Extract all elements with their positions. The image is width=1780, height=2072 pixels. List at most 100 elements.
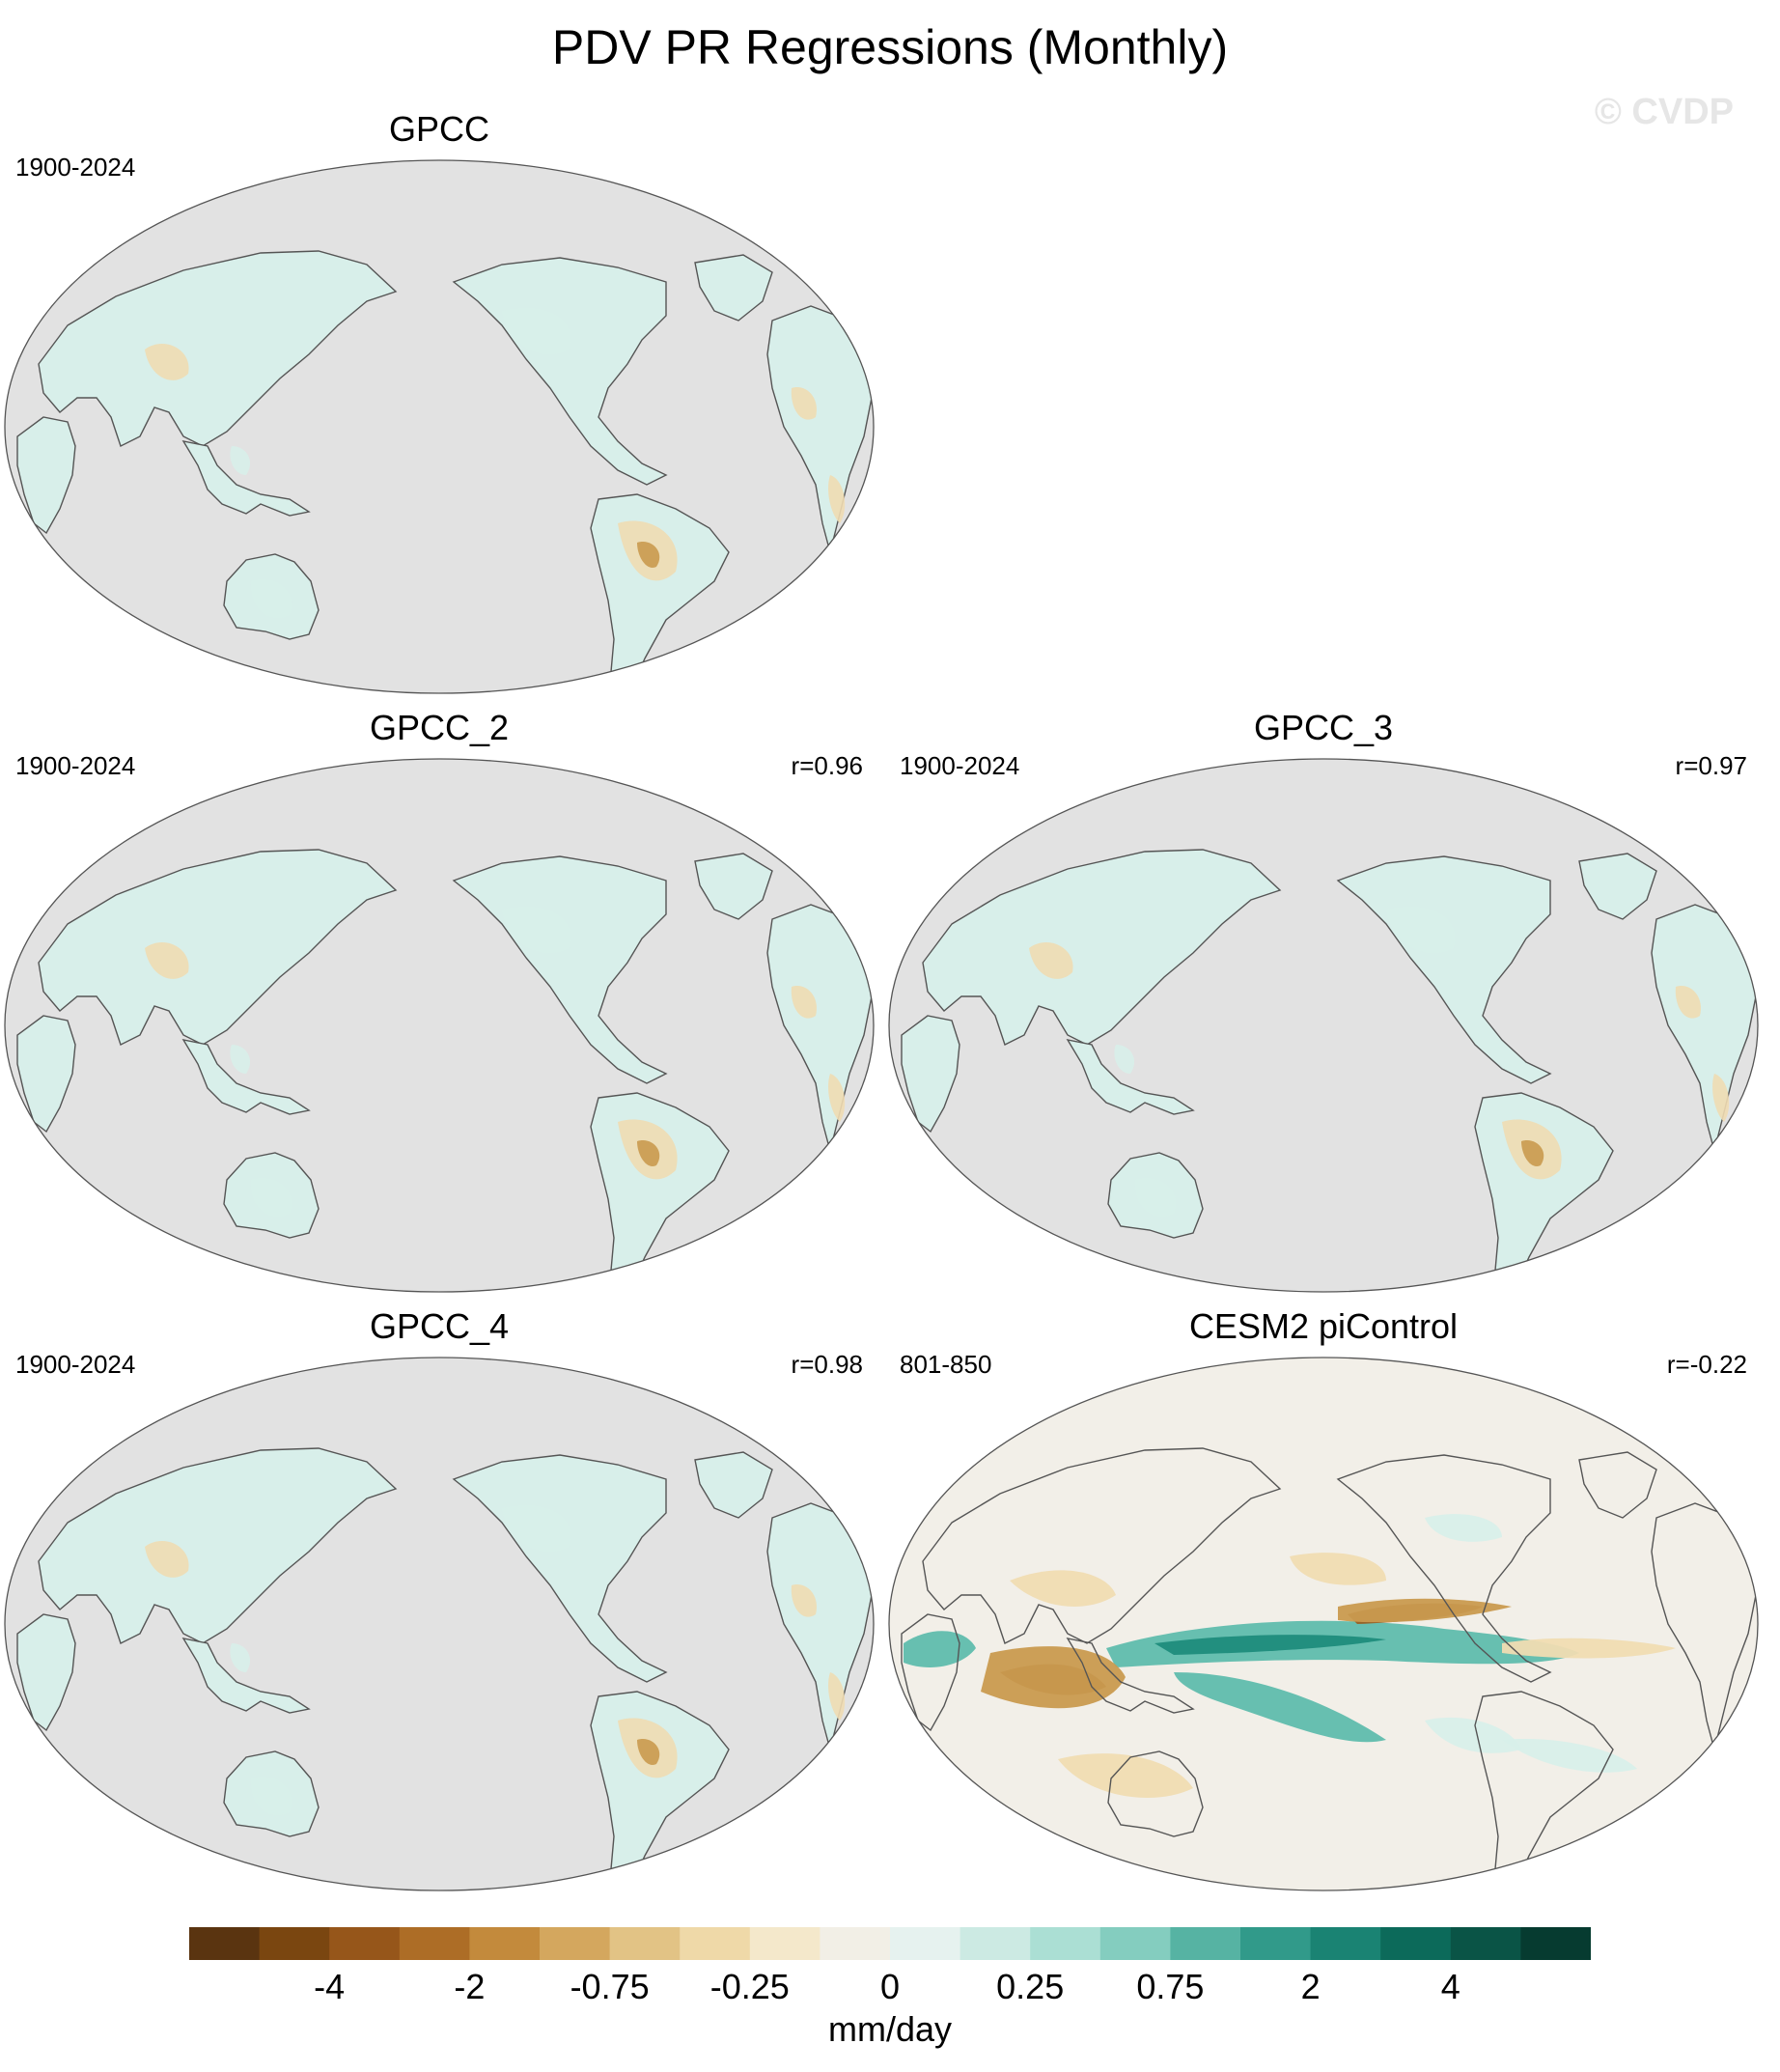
colorbar-swatch (540, 1927, 611, 1960)
anomaly-patch (502, 906, 571, 954)
colorbar-swatch (1240, 1927, 1312, 1960)
anomaly-patch (637, 542, 660, 568)
anomaly-patch (1675, 986, 1701, 1019)
anomaly-patch (250, 579, 292, 619)
world-map (888, 1357, 1759, 1891)
colorbar-swatch (609, 1927, 681, 1960)
anomaly-patch (1502, 1739, 1637, 1773)
colorbar-swatch (960, 1927, 1031, 1960)
colorbar-tick-label: 2 (1300, 1967, 1321, 2006)
period-label: 1900-2024 (15, 153, 136, 182)
colorbar-tick-label: 4 (1440, 1967, 1460, 2006)
colorbar-swatch (1030, 1927, 1101, 1960)
coastline-eurasia (922, 1447, 1282, 1644)
anomaly-patch (1425, 1514, 1502, 1542)
anomaly-patch (230, 1045, 251, 1074)
land-seasia (181, 440, 311, 517)
colorbar-swatch (820, 1927, 891, 1960)
colorbar-swatch (890, 1927, 961, 1960)
anomaly-patch (1174, 1672, 1386, 1743)
land-africa (901, 1015, 960, 1134)
colorbar-swatch (1520, 1927, 1591, 1960)
ocean-mask (5, 160, 874, 693)
land-seasia (181, 1039, 311, 1115)
world-map (4, 758, 875, 1293)
map-border (888, 758, 1759, 1293)
anomaly-patch (828, 475, 846, 523)
map-border (4, 159, 875, 694)
period-label: 801-850 (900, 1350, 992, 1379)
colorbar-swatch (1380, 1927, 1452, 1960)
land-greenland (1578, 853, 1657, 920)
colorbar (189, 1927, 1591, 1960)
colorbar-swatch (399, 1927, 470, 1960)
map-panel-gpcc-2: GPCC_2 1900-2024 r=0.96 (0, 707, 878, 1293)
colorbar-tick-label: -0.75 (570, 1967, 650, 2006)
coastline-northamerica (1336, 1454, 1552, 1683)
anomaly-patch (1029, 942, 1073, 979)
colorbar-tick-label: 0.75 (1136, 1967, 1205, 2006)
colorbar-swatch (749, 1927, 820, 1960)
anomaly-patch (145, 942, 189, 979)
period-label: 1900-2024 (900, 751, 1020, 780)
colorbar-units: mm/day (827, 2009, 953, 2049)
coastline-seasia (1066, 1638, 1195, 1714)
world-map (888, 758, 1759, 1293)
watermark: © CVDP (1594, 92, 1734, 132)
land-africa (16, 1015, 76, 1134)
anomaly-patch (502, 307, 571, 355)
colorbar-tick-labels: -4 -2 -0.75 -0.25 0 0.25 0.75 2 4 (189, 1966, 1591, 2012)
anomaly-patch (791, 986, 817, 1019)
land-greenland (694, 254, 773, 322)
colorbar-tick-label: -4 (314, 1967, 346, 2006)
colorbar-swatch (189, 1927, 261, 1960)
ocean-mask (5, 759, 874, 1292)
colorbar-swatch (680, 1927, 751, 1960)
land-seasia (1066, 1039, 1195, 1115)
colorbar-swatch (1099, 1927, 1171, 1960)
colorbar-swatch (1170, 1927, 1241, 1960)
anomaly-patch (1114, 1045, 1135, 1074)
anomaly-patch (145, 344, 189, 380)
map-border (888, 1357, 1759, 1891)
anomaly-patch (1425, 1717, 1521, 1753)
anomaly-patch (791, 387, 817, 420)
anomaly-patch (1058, 1753, 1193, 1798)
anomaly-patch (1338, 1598, 1512, 1623)
period-label: 1900-2024 (15, 1350, 136, 1379)
ocean-mask (889, 759, 1758, 1292)
world-map (4, 1357, 875, 1891)
map-border (4, 758, 875, 1293)
map-panel-cesm2-picontrol: CESM2 piControl 801-850 r=-0.22 (884, 1305, 1763, 1891)
anomaly-patch (250, 1178, 292, 1218)
coastline-southamerica (1474, 1691, 1614, 1890)
map-panel-gpcc: GPCC 1900-2024 (0, 108, 878, 694)
anomaly-patch (828, 1672, 846, 1721)
colorbar-tick-label: -0.25 (709, 1967, 790, 2006)
anomaly-patch (250, 1777, 292, 1816)
colorbar-tick-label: 0.25 (996, 1967, 1065, 2006)
anomaly-patch (1010, 1570, 1116, 1607)
anomaly-patch (1712, 1074, 1730, 1122)
anomaly-patch (637, 1140, 660, 1166)
anomaly-patch (1134, 1178, 1177, 1218)
map-panel-gpcc-4: GPCC_4 1900-2024 r=0.98 (0, 1305, 878, 1891)
panel-title: GPCC (388, 109, 489, 149)
anomaly-patch (1521, 1140, 1544, 1166)
anomaly-patch (637, 1739, 660, 1765)
colorbar-swatch (469, 1927, 541, 1960)
anomaly-patch (791, 1584, 817, 1617)
coastline-australia (1107, 1750, 1204, 1837)
land-greenland (694, 853, 773, 920)
land-greenland (694, 1451, 773, 1519)
panel-title: GPCC_2 (369, 708, 510, 747)
anomaly-patch (981, 1646, 1126, 1709)
anomaly-patch (828, 1074, 846, 1122)
colorbar-swatch (1310, 1927, 1381, 1960)
colorbar-swatch (1450, 1927, 1521, 1960)
land-seasia (181, 1638, 311, 1714)
anomaly-patch (230, 1643, 251, 1672)
world-map (4, 159, 875, 694)
colorbar-swatch (329, 1927, 401, 1960)
correlation-label: r=0.97 (1675, 751, 1747, 780)
